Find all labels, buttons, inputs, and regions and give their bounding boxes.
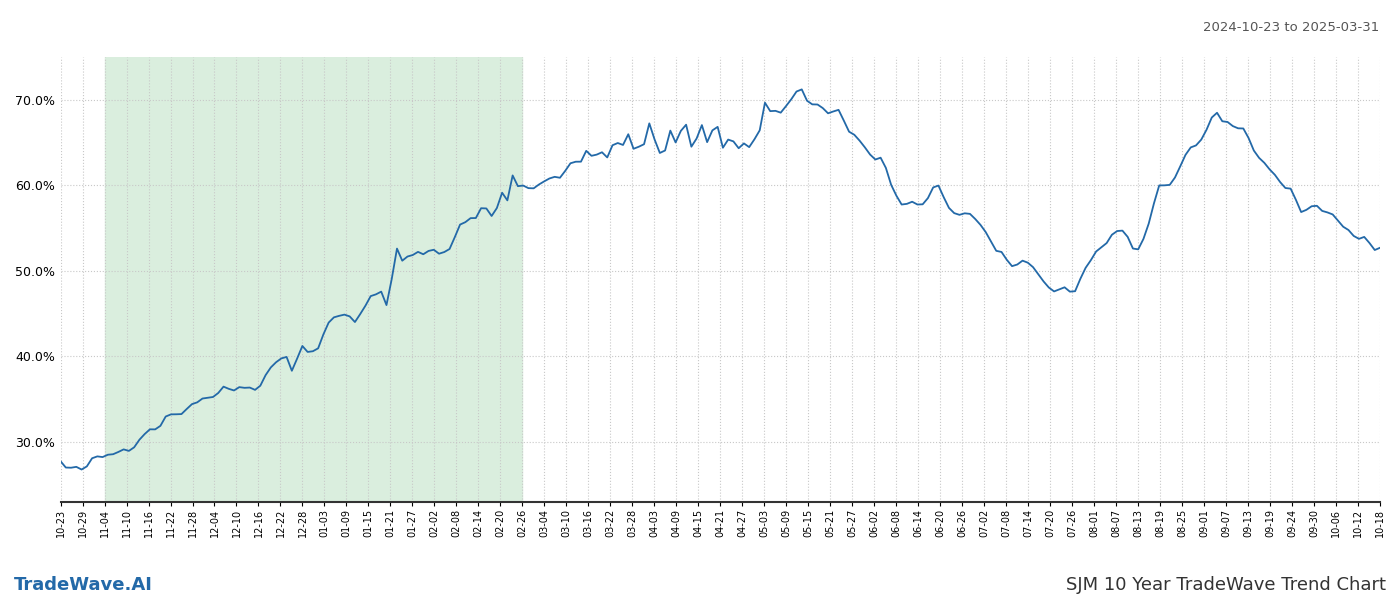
Text: SJM 10 Year TradeWave Trend Chart: SJM 10 Year TradeWave Trend Chart bbox=[1065, 576, 1386, 594]
Bar bbox=[105, 57, 522, 502]
Text: TradeWave.AI: TradeWave.AI bbox=[14, 576, 153, 594]
Text: 2024-10-23 to 2025-03-31: 2024-10-23 to 2025-03-31 bbox=[1203, 21, 1379, 34]
